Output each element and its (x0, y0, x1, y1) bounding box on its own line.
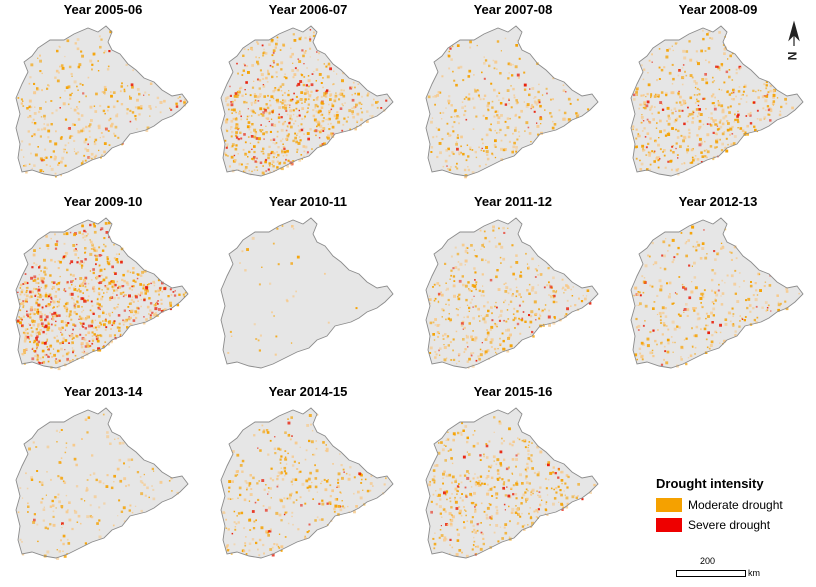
region-border (630, 25, 804, 177)
map-panel: Year 2009-10 (8, 194, 198, 382)
region-border (425, 217, 599, 369)
region-border (15, 217, 189, 369)
severe-swatch (656, 518, 682, 532)
legend-title: Drought intensity (656, 476, 764, 491)
region-border (15, 25, 189, 177)
legend-label-severe: Severe drought (688, 518, 771, 532)
drought-map (220, 407, 394, 559)
region-land (426, 218, 598, 368)
panel-title: Year 2010-11 (268, 194, 348, 209)
panel-title: Year 2011-12 (473, 194, 553, 209)
drought-map (220, 25, 394, 177)
region-land (16, 26, 188, 176)
scale-bar: 200 km (676, 556, 786, 580)
region-border (15, 407, 189, 559)
legend-item-severe: Severe drought (656, 515, 806, 535)
drought-map (15, 407, 189, 560)
scale-unit: km (748, 568, 760, 578)
region-land (426, 408, 598, 558)
panel-title: Year 2007-08 (473, 2, 553, 17)
map-panel: Year 2011-12 (418, 194, 608, 382)
drought-pixels (428, 225, 592, 369)
drought-map (15, 25, 189, 178)
drought-pixels (222, 413, 387, 557)
drought-map (630, 217, 804, 369)
legend-item-moderate: Moderate drought (656, 495, 806, 515)
panel-title: Year 2013-14 (63, 384, 143, 399)
map-panel: Year 2005-06 (8, 2, 198, 190)
drought-map (425, 25, 599, 179)
map-panel: Year 2015-16 (418, 384, 608, 572)
panel-title: Year 2005-06 (63, 2, 143, 17)
drought-map (220, 217, 394, 369)
map-panel: Year 2006-07 (213, 2, 403, 190)
region-land (631, 26, 803, 176)
region-land (221, 408, 393, 558)
scale-value: 200 (700, 556, 716, 566)
north-label: N (786, 52, 799, 61)
region-border (630, 217, 804, 369)
region-land (221, 218, 393, 368)
legend-label-moderate: Moderate drought (688, 498, 783, 512)
moderate-swatch (656, 498, 682, 512)
drought-pixels (631, 29, 794, 176)
drought-map (425, 407, 599, 559)
map-panel: Year 2012-13 (623, 194, 813, 382)
drought-pixels (633, 225, 800, 368)
region-border (425, 25, 599, 177)
legend: Drought intensity Moderate drought Sever… (656, 476, 806, 535)
north-arrow-icon: N (786, 20, 800, 61)
drought-pixels (428, 416, 596, 558)
region-border (220, 25, 394, 177)
drought-map (425, 217, 599, 369)
panel-title: Year 2008-09 (678, 2, 758, 17)
region-land (631, 218, 803, 368)
region-border (220, 407, 394, 559)
panel-title: Year 2015-16 (473, 384, 553, 399)
region-land (16, 408, 188, 558)
map-panel: Year 2014-15 (213, 384, 403, 572)
panel-title: Year 2012-13 (678, 194, 758, 209)
drought-map (15, 217, 189, 371)
drought-map (630, 25, 804, 177)
panel-title: Year 2014-15 (268, 384, 348, 399)
map-panel: Year 2013-14 (8, 384, 198, 572)
region-border (220, 217, 394, 369)
map-panel: Year 2007-08 (418, 2, 608, 190)
drought-pixels (227, 225, 358, 356)
scale-box (676, 570, 746, 577)
region-land (426, 26, 598, 176)
panel-title: Year 2009-10 (63, 194, 143, 209)
region-border (425, 407, 599, 559)
map-panel: Year 2010-11 (213, 194, 403, 382)
drought-pixels (17, 30, 187, 178)
map-panel: Year 2008-09 (623, 2, 813, 190)
drought-pixels (224, 29, 391, 176)
drought-pixels (427, 37, 590, 179)
panel-title: Year 2006-07 (268, 2, 348, 17)
region-land (16, 218, 188, 368)
